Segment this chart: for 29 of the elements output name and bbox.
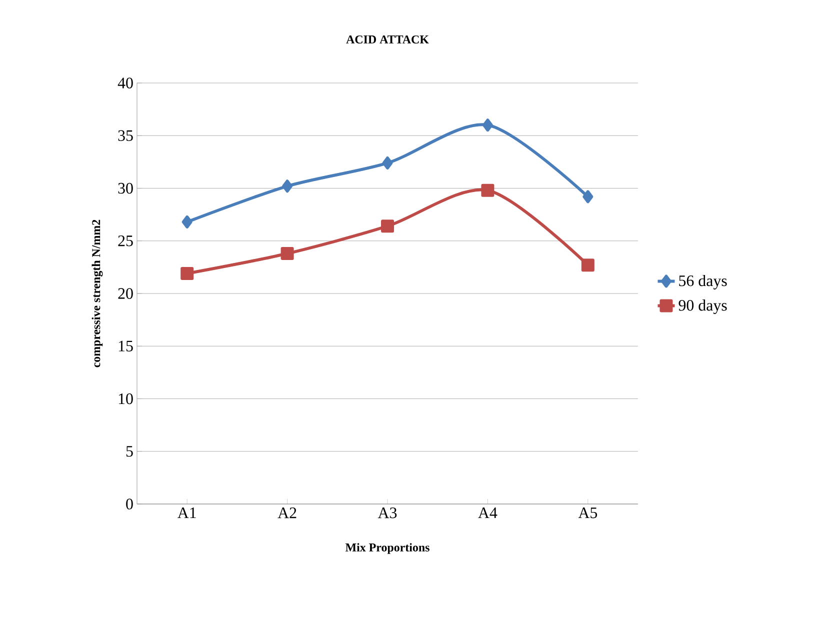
point [482, 118, 493, 132]
x-tick-label: A5 [578, 508, 598, 518]
y-tick-label: 25 [118, 236, 133, 246]
x-axis-title: Mix Proportions [345, 543, 430, 554]
y-tick-label: 15 [118, 340, 133, 352]
point [382, 156, 393, 170]
point [282, 180, 293, 193]
y-tick-label: 40 [118, 78, 133, 88]
legend-label: 56 days [679, 274, 727, 290]
point [180, 267, 194, 280]
x-tick-label: A2 [278, 508, 296, 518]
point [182, 215, 192, 228]
point [280, 247, 294, 260]
chart-title: ACID ATTACK [346, 35, 429, 44]
y-tick-label: 0 [126, 498, 133, 510]
y-tick-label: 5 [126, 446, 133, 457]
point [381, 220, 394, 233]
y-axis-title: compressive strength N/mm2 [92, 220, 103, 368]
y-tick-label: 30 [118, 182, 133, 194]
x-tick-label: A1 [178, 508, 196, 518]
y-tick-label: 35 [118, 130, 133, 141]
point [481, 184, 494, 197]
point [582, 190, 594, 204]
y-tick-label: 10 [118, 393, 133, 404]
x-tick-label: A4 [478, 508, 498, 518]
x-tick-label: A3 [378, 508, 397, 518]
point [581, 258, 594, 272]
legend-label: 90 days [678, 299, 727, 314]
y-tick-label: 20 [118, 288, 133, 299]
